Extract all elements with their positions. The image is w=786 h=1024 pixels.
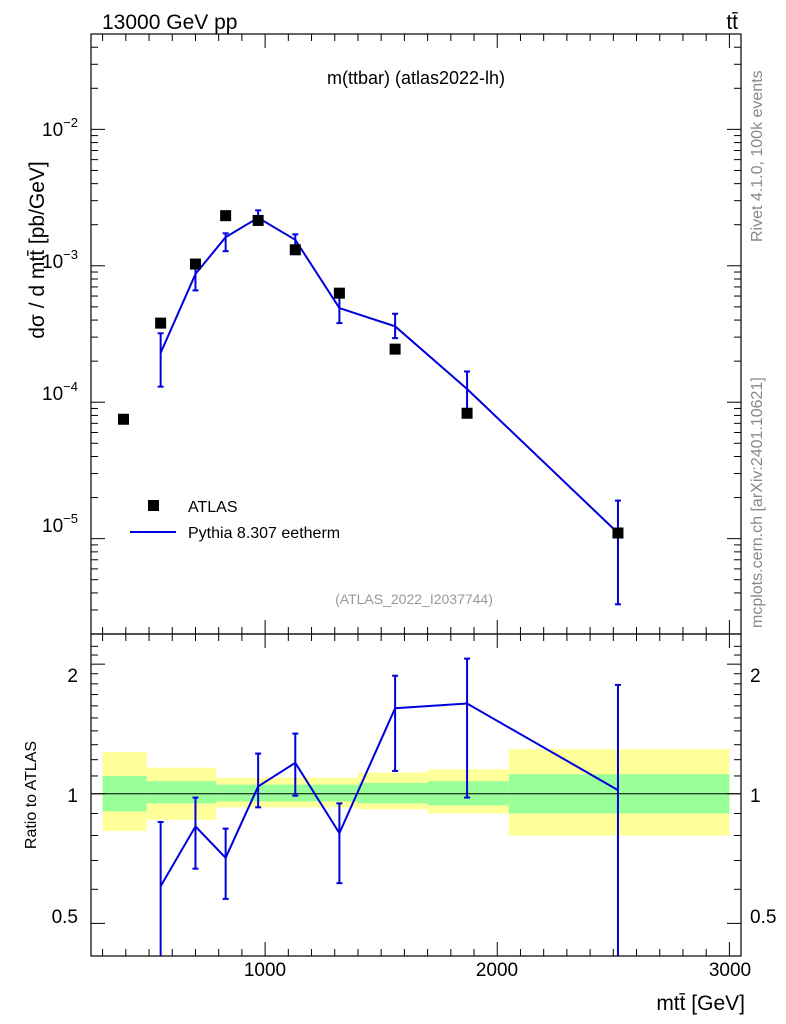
main-ytick-label-1e-5: 10−5	[42, 511, 78, 537]
atlas-data-point	[220, 210, 232, 222]
main-ylabel: dσ / d mtt̄ [pb/GeV]	[26, 161, 49, 339]
ratio-ytick-label-right-0-5: 0.5	[750, 907, 776, 928]
ratio-series	[157, 657, 621, 956]
main-series	[118, 209, 624, 606]
atlas-data-point	[252, 214, 264, 226]
main-title: m(ttbar) (atlas2022-lh)	[327, 68, 505, 88]
ratio-band-inner	[146, 781, 217, 804]
ratio-ytick-label-left-0-5: 0.5	[52, 907, 78, 928]
beam-label: 13000 GeV pp	[102, 11, 237, 34]
rivet-label: Rivet 4.1.0, 100k events	[749, 70, 766, 242]
legend-mc-label: Pythia 8.307 eetherm	[188, 525, 340, 542]
atlas-data-point	[333, 287, 345, 299]
atlas-data-point	[189, 258, 201, 270]
ratio-ylabel: Ratio to ATLAS	[23, 741, 40, 849]
atlas-data-point	[612, 527, 624, 539]
svg-text:10−5: 10−5	[42, 511, 78, 537]
main-axis-ticks	[91, 33, 741, 635]
ratio-ytick-label-left-1: 1	[67, 786, 78, 807]
legend-data-label: ATLAS	[188, 499, 238, 516]
atlas-data-point	[389, 343, 401, 355]
atlas-data-point	[118, 413, 129, 425]
source-label: mcplots.cern.ch [arXiv:2401.10621]	[749, 377, 766, 628]
x-tick-label-2000: 2000	[476, 960, 518, 981]
main-ytick-label-1e-2: 10−2	[42, 115, 78, 141]
ratio-band-inner	[216, 784, 358, 802]
ratio-panel-frame	[90, 633, 742, 957]
svg-text:10−2: 10−2	[42, 115, 78, 141]
x-tick-label-3000: 3000	[709, 960, 751, 981]
legend-data-marker	[148, 500, 159, 511]
svg-text:10−3: 10−3	[42, 247, 78, 273]
main-panel-frame	[90, 33, 742, 635]
process-label: tt̄	[726, 11, 738, 34]
ratio-ytick-label-left-2: 2	[67, 666, 78, 687]
ratio-ytick-label-right-2: 2	[750, 666, 761, 687]
main-ytick-label-1e-3: 10−3	[42, 247, 78, 273]
x-axis-label: mtt̄ [GeV]	[656, 992, 745, 1015]
ratio-band-inner	[357, 782, 428, 804]
x-tick-label-1000: 1000	[244, 960, 286, 981]
svg-text:10−4: 10−4	[42, 379, 78, 405]
ratio-axis-ticks	[91, 634, 741, 956]
main-ytick-label-1e-4: 10−4	[42, 379, 78, 405]
ratio-ytick-label-right-1: 1	[750, 786, 761, 807]
atlas-data-point	[461, 407, 473, 419]
ratio-band-inner	[427, 781, 509, 806]
analysis-id: (ATLAS_2022_I2037744)	[335, 591, 493, 607]
atlas-data-point	[289, 244, 301, 256]
mc-series-line	[159, 216, 619, 534]
atlas-data-point	[155, 317, 167, 329]
ratio-bands	[102, 749, 730, 836]
